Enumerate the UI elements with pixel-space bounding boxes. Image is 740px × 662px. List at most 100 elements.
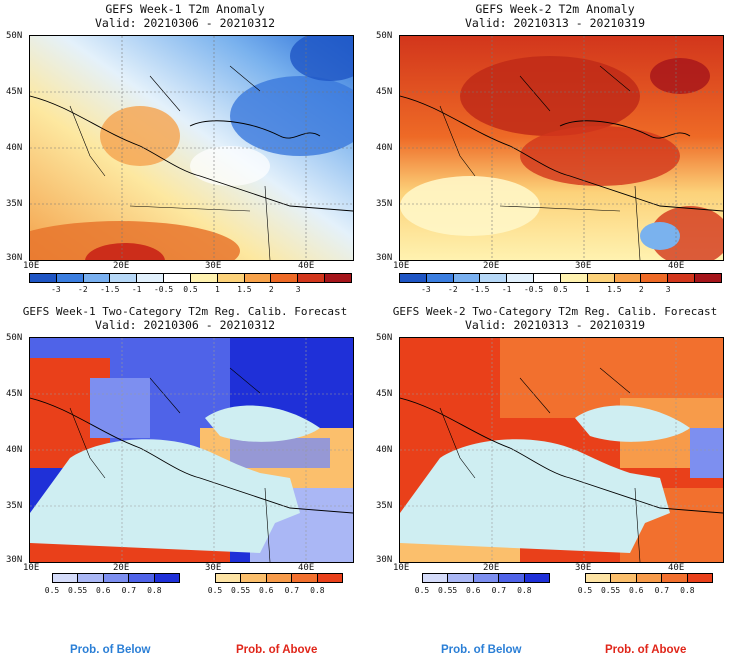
colorbar-tick-label: -2	[448, 285, 458, 294]
panel-title: GEFS Week-1 T2m Anomaly	[105, 2, 265, 16]
map-graphic	[400, 338, 723, 562]
anomaly-swatch	[560, 274, 588, 282]
lat-label: 45N	[6, 389, 23, 399]
lon-label: 40E	[298, 563, 315, 573]
anomaly-swatch	[190, 274, 218, 282]
lat-label: 35N	[376, 199, 393, 209]
colorbar-tick-label: 0.5	[44, 586, 60, 595]
colorbar-tick-label: -2	[78, 285, 88, 294]
map-week2-anomaly	[399, 35, 724, 261]
anomaly-swatch	[480, 274, 508, 282]
panel-valid-dates: Valid: 20210313 - 20210319	[464, 16, 645, 30]
anomaly-colorbar-labels: -3 -2 -1.5 -1 -0.5 0.5 1 1.5 2 3	[29, 285, 352, 297]
below-swatch	[103, 574, 130, 582]
below-swatch	[524, 574, 550, 582]
lat-label: 40N	[376, 445, 393, 455]
anomaly-swatch	[453, 274, 481, 282]
colorbar-tick-label: 0.7	[284, 586, 300, 595]
lon-label: 20E	[113, 563, 130, 573]
below-swatch	[448, 574, 474, 582]
panel-valid-dates: Valid: 20210313 - 20210319	[464, 318, 645, 332]
lon-label: 40E	[668, 563, 685, 573]
colorbar-tick-label: -1	[501, 285, 512, 294]
colorbar-tick-label: -1.5	[100, 285, 120, 294]
map-week1-anomaly	[29, 35, 354, 261]
anomaly-swatch	[534, 274, 561, 282]
lon-label: 40E	[298, 261, 315, 271]
below-swatch	[129, 574, 155, 582]
anomaly-swatch	[507, 274, 535, 282]
above-swatch	[216, 574, 242, 582]
anomaly-swatch	[695, 274, 721, 282]
above-colorbar	[585, 573, 713, 583]
map-week2-probability	[399, 337, 724, 563]
colorbar-tick-label: 3	[665, 285, 671, 294]
colorbar-tick-label: 0.7	[121, 586, 137, 595]
colorbar-tick-label: 0.8	[147, 586, 162, 595]
panel-week1-anomaly: GEFS Week-1 T2m Anomaly Valid: 20210306 …	[0, 0, 370, 300]
above-swatch	[317, 574, 343, 582]
panel-week1-probability: GEFS Week-1 Two-Category T2m Reg. Calib.…	[0, 300, 370, 600]
panel-valid-dates: Valid: 20210306 - 20210312	[94, 16, 275, 30]
panel-valid-dates: Valid: 20210306 - 20210312	[94, 318, 275, 332]
anomaly-swatch	[244, 274, 272, 282]
anomaly-swatch	[400, 274, 427, 282]
colorbar-tick-label: 0.6	[95, 586, 111, 595]
colorbar-tick-label: -0.5	[153, 285, 174, 294]
lat-label: 50N	[6, 31, 23, 41]
prob-below-label: Prob. of Below	[70, 644, 151, 656]
anomaly-swatch	[164, 274, 191, 282]
anomaly-swatch	[271, 274, 299, 282]
colorbar-tick-label: 0.6	[465, 586, 481, 595]
anomaly-colorbar-labels: -3 -2 -1.5 -1 -0.5 0.5 1 1.5 2 3	[399, 285, 722, 297]
prob-below-label: Prob. of Below	[441, 644, 522, 656]
panel-title: GEFS Week-2 Two-Category T2m Reg. Calib.…	[392, 305, 718, 318]
anomaly-swatch	[298, 274, 326, 282]
colorbar-tick-label: 0.8	[680, 586, 695, 595]
lat-label: 35N	[376, 501, 393, 511]
panel-week2-anomaly: GEFS Week-2 T2m Anomaly Valid: 20210313 …	[370, 0, 740, 300]
colorbar-tick-label: 0.6	[628, 586, 644, 595]
above-swatch	[662, 574, 688, 582]
colorbar-tick-label: 1.5	[237, 285, 252, 294]
below-swatch	[53, 574, 79, 582]
lat-label: 35N	[6, 199, 23, 209]
panel-title: GEFS Week-2 T2m Anomaly	[475, 2, 635, 16]
above-swatch	[636, 574, 663, 582]
colorbar-tick-label: 2	[268, 285, 274, 294]
anomaly-swatch	[83, 274, 111, 282]
lat-label: 45N	[6, 87, 23, 97]
colorbar-tick-label: 0.55	[230, 586, 251, 595]
lon-label: 10E	[393, 563, 410, 573]
lat-label: 30N	[6, 253, 23, 263]
anomaly-swatch	[30, 274, 57, 282]
lat-label: 30N	[376, 253, 393, 263]
anomaly-swatch	[614, 274, 642, 282]
lon-label: 20E	[483, 261, 500, 271]
anomaly-swatch	[56, 274, 84, 282]
anomaly-swatch	[217, 274, 245, 282]
colorbar-tick-label: 0.5	[553, 285, 568, 294]
panel-title: GEFS Week-1 Two-Category T2m Reg. Calib.…	[22, 305, 348, 318]
below-colorbar-labels: 0.5 0.55 0.6 0.7 0.8	[45, 586, 180, 598]
lat-label: 30N	[376, 555, 393, 565]
below-swatch	[499, 574, 525, 582]
below-colorbar	[52, 573, 180, 583]
lon-label: 30E	[205, 261, 222, 271]
lat-label: 50N	[376, 333, 393, 343]
lat-label: 40N	[6, 445, 23, 455]
lat-label: 45N	[376, 87, 393, 97]
lat-label: 50N	[376, 31, 393, 41]
above-swatch	[292, 574, 318, 582]
colorbar-tick-label: 0.55	[600, 586, 621, 595]
anomaly-colorbar	[29, 273, 352, 283]
colorbar-tick-label: -1	[131, 285, 142, 294]
above-swatch	[611, 574, 637, 582]
colorbar-tick-label: -1.5	[470, 285, 490, 294]
map-week1-probability	[29, 337, 354, 563]
lat-label: 45N	[376, 389, 393, 399]
anomaly-swatch	[110, 274, 138, 282]
lon-label: 10E	[393, 261, 410, 271]
lon-label: 30E	[575, 261, 592, 271]
above-colorbar-labels: 0.5 0.55 0.6 0.7 0.8	[578, 586, 713, 598]
